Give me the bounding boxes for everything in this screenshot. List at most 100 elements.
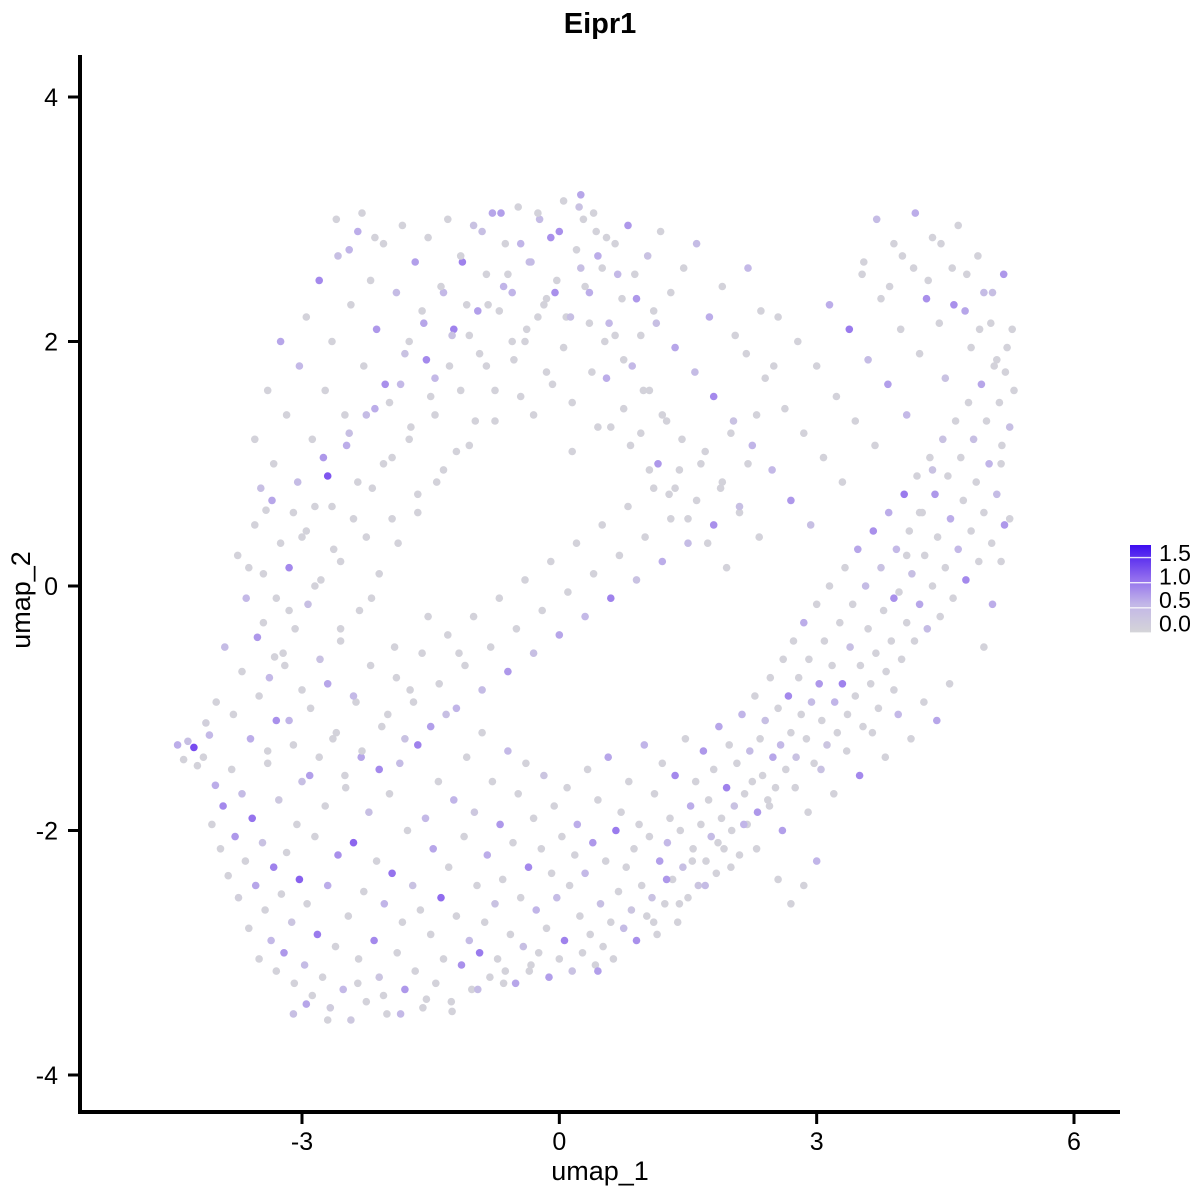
scatter-point [572,246,581,254]
scatter-point [1003,343,1011,352]
scatter-point [791,783,799,792]
scatter-point [841,563,849,572]
scatter-point [269,863,278,871]
scatter-point [975,325,984,334]
scatter-point [787,728,795,737]
scatter-point [224,871,232,880]
scatter-point [977,380,986,389]
scatter-point [473,881,481,890]
scatter-point [426,722,435,731]
y-axis-ticks: 4 2 0 -2 -4 [36,84,80,1090]
colorbar-tick-label: 1.5 [1159,540,1191,566]
scatter-point [915,349,924,358]
scatter-point [838,478,847,486]
scatter-point [291,625,299,633]
scatter-point [547,869,556,878]
scatter-point [589,209,598,217]
scatter-point [855,771,864,780]
scatter-point [319,453,328,462]
scatter-point [854,545,862,554]
scatter-point [627,906,636,914]
scatter-point [259,570,268,578]
scatter-point [416,906,425,914]
scatter-point [671,484,679,493]
scatter-point [357,753,366,761]
scatter-point [730,802,739,810]
scatter-point [902,551,911,560]
legend-colorbar[interactable]: 1.51.00.50.0 [1130,540,1191,637]
scatter-point [371,233,379,242]
scatter-point [474,985,482,994]
scatter-point [846,643,854,651]
scatter-point [812,600,821,609]
scatter-point [866,680,875,688]
scatter-point [933,533,942,541]
scatter-point [864,625,872,633]
scatter-point [663,838,672,847]
scatter-point [731,331,739,340]
scatter-point [614,887,623,896]
scatter-point [253,633,262,642]
scatter-point [624,502,632,511]
scatter-point [594,423,602,431]
scatter-point [548,380,557,389]
scatter-point [388,869,396,878]
scatter-point [701,447,709,456]
scatter-point [179,755,188,764]
scatter-point [957,453,965,462]
scatter-point [295,875,304,884]
scatter-point [718,478,727,486]
scatter-point [589,570,598,578]
scatter-point [577,191,585,199]
scatter-point [345,246,354,254]
scatter-point [712,869,721,878]
scatter-point [703,539,712,547]
scatter-point [975,557,983,566]
scatter-point [318,973,327,981]
scatter-point [611,239,619,248]
scatter-point [478,227,486,236]
scatter-point [390,643,399,651]
scatter-point [572,539,581,547]
scatter-point [568,398,576,407]
scatter-point [403,826,412,835]
scatter-point [468,985,476,994]
scatter-point [954,545,962,554]
scatter-point [465,441,474,450]
scatter-point [516,893,525,902]
scatter-point [718,282,727,291]
scatter-point [812,857,821,865]
scatter-point [199,753,208,761]
scatter-point [602,374,611,383]
scatter-point [692,239,701,248]
scatter-point [420,319,428,328]
scatter-point [388,515,396,523]
scatter-point [261,906,269,914]
scatter-point [842,747,851,755]
scatter-point [328,502,336,511]
scatter-point [667,288,675,297]
scatter-point [843,710,852,719]
scatter-point [851,417,860,425]
scatter-point [774,875,782,884]
scatter-point [462,301,471,309]
scatter-point [823,741,831,749]
scatter-point [265,673,274,682]
scatter-point [498,875,507,884]
scatter-point [974,252,982,260]
scatter-point [828,661,836,670]
scatter-point [877,563,885,572]
scatter-point [999,270,1008,279]
scatter-point [652,319,661,328]
scatter-point [997,557,1005,566]
scatter-point [315,753,324,761]
scatter-point [679,863,687,871]
scatter-point [332,215,341,224]
scatter-point [216,845,225,853]
scatter-point [937,239,945,248]
scatter-point [675,900,684,908]
scatter-point [605,319,613,328]
scatter-point [631,270,639,279]
scatter-point [564,588,572,596]
scatter-point [471,417,480,425]
